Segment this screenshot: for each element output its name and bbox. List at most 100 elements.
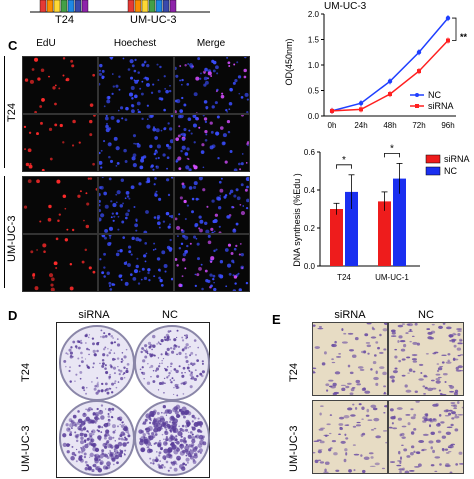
cell <box>398 468 404 471</box>
colony <box>125 348 128 351</box>
cell-nucleus <box>212 277 215 281</box>
colony <box>184 445 190 451</box>
cell <box>397 340 400 343</box>
cell-nucleus <box>225 285 228 288</box>
colony <box>193 421 199 428</box>
cell <box>418 440 425 443</box>
colony <box>189 455 194 460</box>
colony <box>77 346 81 350</box>
cell-nucleus <box>135 237 140 242</box>
colony <box>156 460 158 462</box>
colony <box>92 342 95 346</box>
bar-nc-um-uc-1 <box>393 178 406 266</box>
cell-nucleus <box>205 107 208 110</box>
cell-nucleus <box>202 188 206 192</box>
colony <box>100 404 104 407</box>
cell-nucleus <box>116 161 120 165</box>
cell-nucleus <box>39 105 43 108</box>
edu-cells <box>30 237 96 291</box>
cell-nucleus <box>62 194 67 198</box>
row-label-umuc3: UM-UC-3 <box>6 215 18 262</box>
colony <box>115 386 118 389</box>
cell <box>313 367 317 370</box>
cell-nucleus <box>239 242 242 245</box>
colony <box>100 431 103 434</box>
cell <box>432 352 437 355</box>
cell-nucleus <box>71 144 75 147</box>
colony <box>197 417 200 420</box>
colony <box>111 424 116 429</box>
cell <box>314 346 321 349</box>
colony <box>149 345 152 347</box>
cell-nucleus <box>235 222 239 226</box>
cell-nucleus <box>124 118 128 122</box>
cell-nucleus <box>117 228 120 231</box>
colony <box>140 350 143 354</box>
cell-nucleus <box>214 213 219 217</box>
cell-nucleus <box>140 158 145 163</box>
colony <box>68 418 73 422</box>
colony <box>66 443 70 447</box>
hoechst-image-tile <box>98 114 174 172</box>
cell-nucleus <box>198 177 203 181</box>
cell-nucleus <box>62 57 66 60</box>
colony <box>163 412 166 415</box>
cell-nucleus <box>159 278 163 283</box>
cell <box>338 433 341 436</box>
cell-nucleus <box>99 258 102 261</box>
colony <box>141 347 144 350</box>
cell <box>383 323 387 325</box>
cell-nucleus <box>246 141 249 144</box>
colony <box>198 448 203 453</box>
cell <box>397 324 404 328</box>
colony <box>79 424 82 426</box>
top-strip-bar <box>81 0 89 13</box>
cell-nucleus <box>226 120 231 124</box>
x-tick-label: 96h <box>441 121 454 130</box>
cell-nucleus <box>184 152 189 156</box>
cell <box>437 367 443 371</box>
legend-swatch-nc <box>425 166 441 176</box>
cell <box>351 354 357 358</box>
cell-nucleus <box>108 281 112 285</box>
cell-nucleus <box>198 126 201 129</box>
cell-nucleus <box>182 235 186 238</box>
cell-nucleus <box>175 258 178 261</box>
colony <box>82 445 85 448</box>
x-tick-label: 0h <box>328 121 337 130</box>
colony <box>72 414 77 419</box>
cell-nucleus <box>140 278 143 281</box>
colony <box>126 362 130 366</box>
colony <box>163 448 169 454</box>
cell <box>370 368 373 371</box>
cell <box>332 382 337 387</box>
cell-nucleus <box>194 284 197 288</box>
cell <box>328 448 332 452</box>
transwell-image-tile <box>388 400 464 474</box>
colony <box>91 429 96 434</box>
cell-nucleus <box>226 111 229 113</box>
colony <box>152 334 156 339</box>
colony <box>188 449 194 455</box>
cell <box>314 459 319 464</box>
cell-nucleus <box>112 85 116 88</box>
migrated-cells <box>313 323 387 395</box>
cell-nucleus <box>155 128 160 133</box>
colony <box>88 407 92 411</box>
cell-nucleus <box>71 64 75 68</box>
cell-nucleus <box>132 134 137 138</box>
cell <box>436 369 440 373</box>
cell-nucleus <box>57 219 60 222</box>
cell-nucleus <box>200 72 202 75</box>
cell <box>361 469 366 473</box>
cell <box>411 358 417 361</box>
cell-nucleus <box>190 132 193 135</box>
cell-nucleus <box>115 252 120 257</box>
colony <box>78 341 81 344</box>
legend-swatch-sirna <box>425 154 441 164</box>
colony <box>94 353 97 357</box>
cell <box>338 423 344 426</box>
cell-nucleus <box>226 57 229 59</box>
colony <box>196 374 199 378</box>
colony <box>181 424 185 428</box>
